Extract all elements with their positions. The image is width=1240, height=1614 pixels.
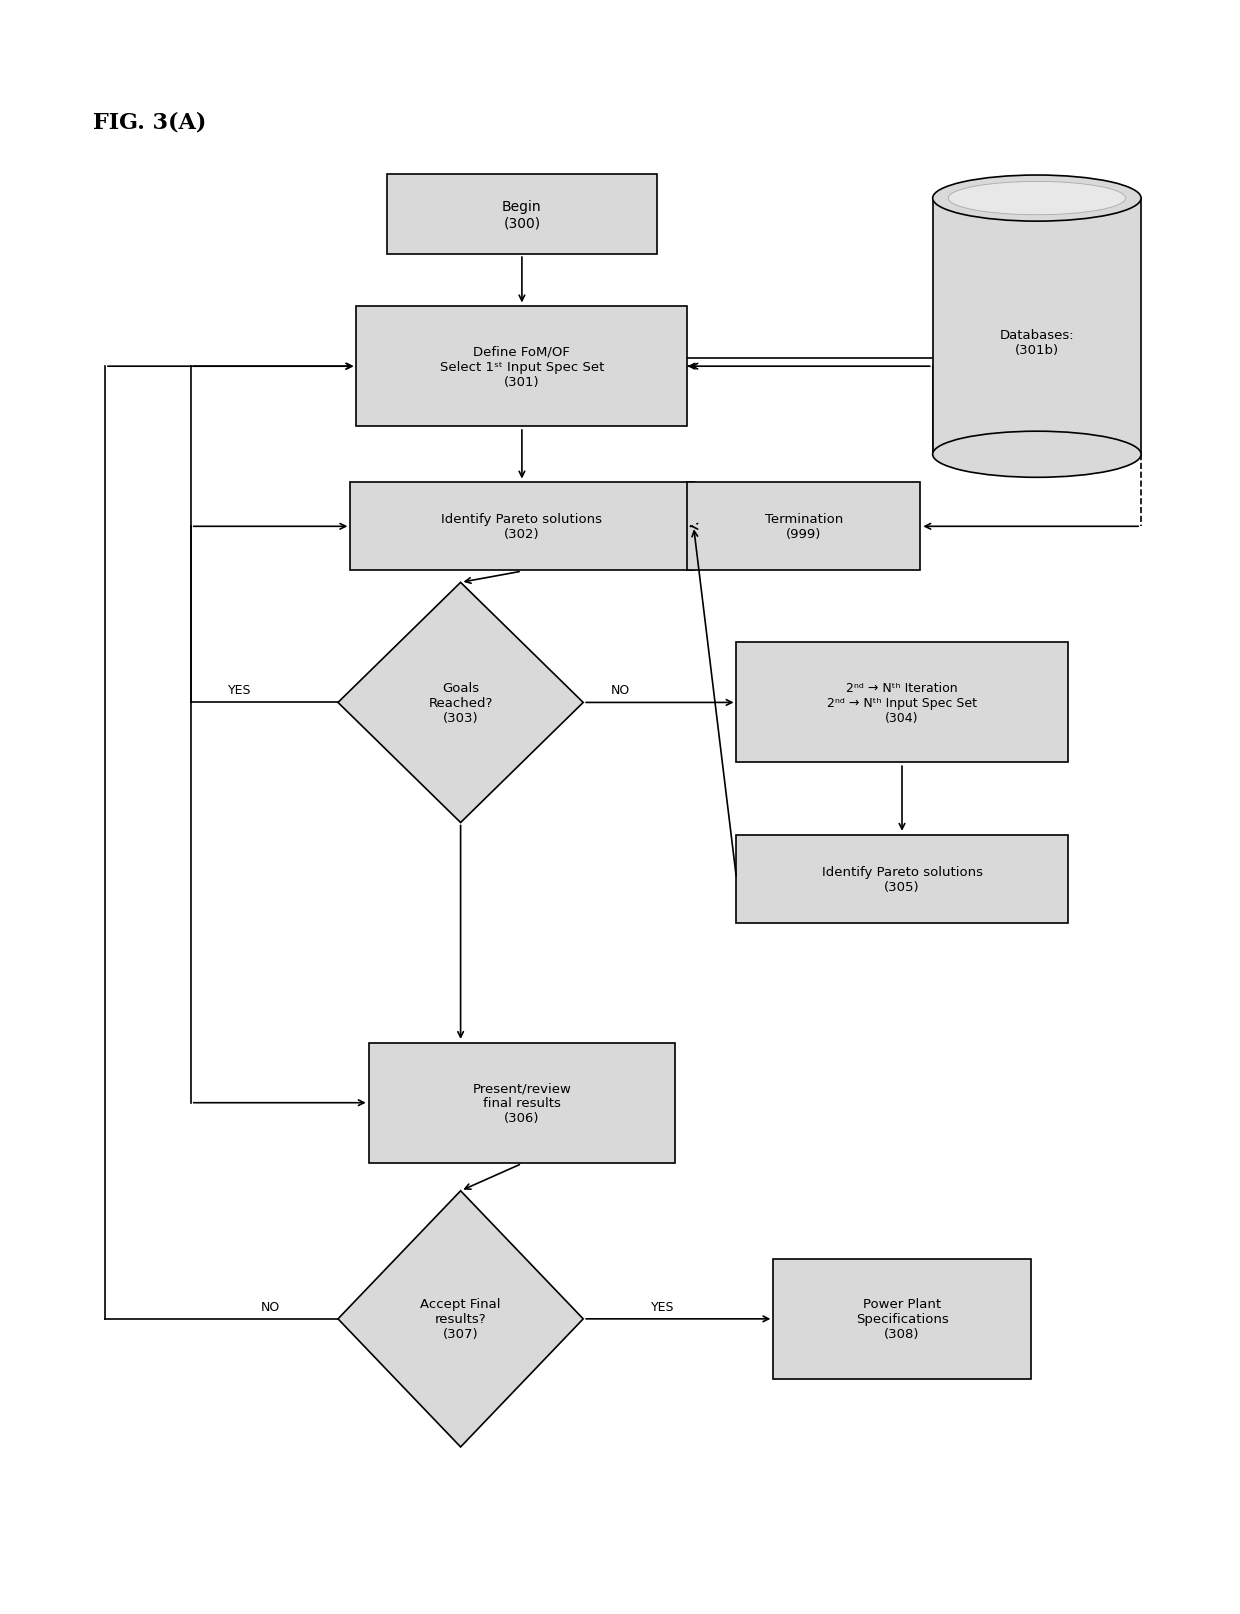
- Text: YES: YES: [651, 1299, 675, 1312]
- Text: NO: NO: [610, 684, 630, 697]
- Polygon shape: [339, 1191, 583, 1448]
- FancyBboxPatch shape: [774, 1259, 1030, 1378]
- Ellipse shape: [949, 182, 1126, 216]
- FancyBboxPatch shape: [737, 834, 1068, 923]
- Text: Define FoM/OF
Select 1ˢᵗ Input Spec Set
(301): Define FoM/OF Select 1ˢᵗ Input Spec Set …: [440, 345, 604, 389]
- FancyBboxPatch shape: [356, 307, 687, 428]
- Ellipse shape: [932, 433, 1141, 478]
- FancyBboxPatch shape: [932, 199, 1141, 455]
- Text: Identify Pareto solutions
(302): Identify Pareto solutions (302): [441, 513, 603, 541]
- FancyBboxPatch shape: [687, 483, 920, 571]
- FancyBboxPatch shape: [737, 642, 1068, 763]
- FancyBboxPatch shape: [387, 174, 657, 255]
- Text: 2ⁿᵈ → Nᵗʰ Iteration
2ⁿᵈ → Nᵗʰ Input Spec Set
(304): 2ⁿᵈ → Nᵗʰ Iteration 2ⁿᵈ → Nᵗʰ Input Spec…: [827, 681, 977, 725]
- Text: Goals
Reached?
(303): Goals Reached? (303): [428, 681, 492, 725]
- Text: Accept Final
results?
(307): Accept Final results? (307): [420, 1298, 501, 1341]
- Text: FIG. 3(A): FIG. 3(A): [93, 111, 206, 132]
- Ellipse shape: [932, 176, 1141, 223]
- Text: Termination
(999): Termination (999): [765, 513, 843, 541]
- Text: NO: NO: [260, 1299, 280, 1312]
- Polygon shape: [339, 583, 583, 823]
- Text: YES: YES: [228, 684, 252, 697]
- Text: Present/review
final results
(306): Present/review final results (306): [472, 1081, 572, 1125]
- Text: Databases:
(301b): Databases: (301b): [999, 329, 1074, 357]
- Text: Begin
(300): Begin (300): [502, 200, 542, 231]
- FancyBboxPatch shape: [350, 483, 693, 571]
- Text: Power Plant
Specifications
(308): Power Plant Specifications (308): [856, 1298, 949, 1341]
- Text: Identify Pareto solutions
(305): Identify Pareto solutions (305): [822, 865, 982, 893]
- FancyBboxPatch shape: [368, 1043, 675, 1164]
